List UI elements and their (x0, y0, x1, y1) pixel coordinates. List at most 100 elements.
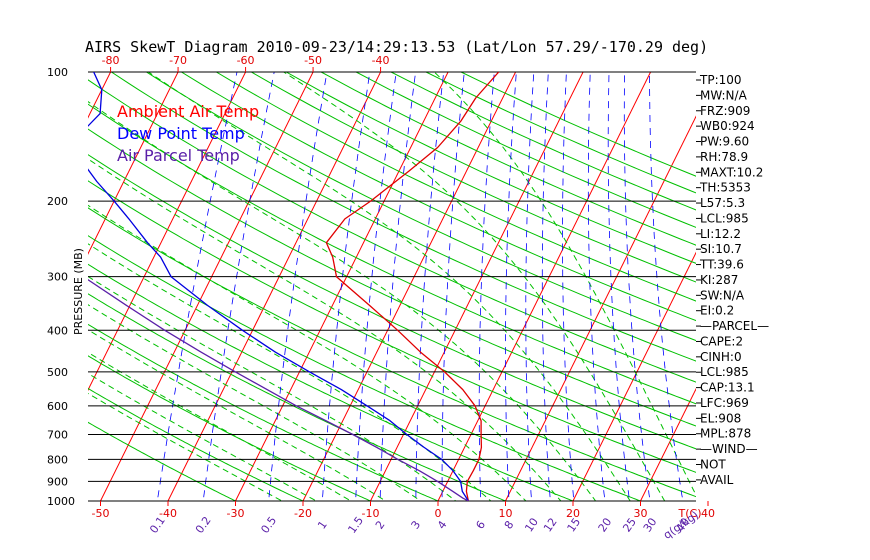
mixing-ratio-line (156, 72, 238, 501)
top-temp-tick-label: -60 (237, 54, 255, 67)
index-label: SW:N/A (700, 288, 745, 302)
top-temp-tick-label: -50 (304, 54, 322, 67)
bottom-temp-tick-label: 40 (701, 507, 715, 520)
mixing-ratio-line (623, 72, 651, 501)
index-label: WB0:924 (700, 119, 755, 133)
index-label: EL:908 (700, 411, 741, 425)
pressure-tick-label: 200 (47, 195, 68, 208)
mixing-ratio-label: 12 (541, 516, 560, 535)
dry-adiabat-line (88, 355, 372, 501)
index-label: L57:5.3 (700, 196, 745, 210)
mixing-ratio-line (379, 72, 416, 501)
mixing-ratio-label: 8 (502, 518, 517, 531)
dry-adiabat-line (285, 72, 696, 264)
index-label: AVAIL (700, 473, 734, 487)
mixing-ratio-line (202, 72, 275, 501)
moist-adiabat-line (88, 101, 597, 501)
isotherm-line (843, 72, 870, 501)
bottom-temp-tick-label: -20 (294, 507, 312, 520)
index-label: MPL:878 (700, 427, 751, 441)
dry-adiabat-line (88, 421, 237, 501)
index-label: LFC:969 (700, 396, 749, 410)
index-label: LCL:985 (700, 365, 749, 379)
mixing-ratio-line (415, 72, 445, 501)
temp-unit-label: T(C) (678, 507, 702, 520)
index-label: LI:12.2 (700, 227, 741, 241)
moist-adiabat-line (88, 392, 283, 501)
dry-adiabat-line (355, 72, 696, 228)
isotherm-line (640, 387, 696, 501)
mixing-ratio-line (607, 72, 630, 501)
series-layer (88, 72, 500, 501)
legend-entry: Dew Point Temp (117, 124, 245, 143)
mixing-ratio-line (562, 72, 575, 501)
dry-adiabat-line (390, 72, 696, 211)
index-label: FRZ:909 (700, 104, 750, 118)
mixing-ratio-line (355, 72, 397, 501)
moist-adiabat-line (88, 304, 422, 501)
dry-adiabat-line (88, 154, 696, 450)
pressure-tick-label: 900 (47, 475, 68, 488)
mixing-ratio-line (321, 72, 371, 501)
dry-adiabat-line (145, 72, 696, 342)
dry-adiabat-line (88, 387, 305, 501)
legend-entry: Air Parcel Temp (117, 146, 240, 165)
index-label: TT:39.6 (699, 258, 744, 272)
dry-adiabat-line (250, 72, 696, 283)
dry-adiabat-line (459, 72, 696, 177)
dry-adiabat-line (88, 293, 507, 501)
top-temp-tick-label: -80 (102, 54, 120, 67)
isotherm-line (370, 72, 584, 501)
mixing-ratio-line (541, 72, 551, 501)
grid-layer (88, 71, 870, 502)
index-label: NOT (700, 458, 726, 472)
dry-adiabat-line (88, 207, 696, 498)
isotherm-line (437, 72, 652, 501)
isotherm-line (572, 251, 696, 501)
dry-adiabat-line (88, 79, 696, 383)
dry-adiabat-line (320, 72, 696, 246)
chart-title: AIRS SkewT Diagram 2010-09-23/14:29:13.5… (85, 38, 708, 56)
y-axis-label: PRESSURE (MB) (72, 248, 85, 335)
plot-area-clip (88, 72, 870, 501)
index-label: PW:9.60 (700, 135, 749, 149)
pressure-tick-label: 100 (47, 66, 68, 79)
index-label: CAPE:2 (700, 334, 743, 348)
mixing-ratio-line (649, 72, 684, 501)
dry-adiabat-line (88, 128, 696, 427)
index-label: TH:5353 (699, 181, 751, 195)
pressure-tick-label: 700 (47, 429, 68, 442)
legend: Ambient Air Temp Dew Point Temp Air Parcel… (117, 102, 259, 165)
mixing-ratio-label: 20 (596, 516, 615, 535)
isotherm-line (302, 72, 517, 501)
mixing-ratio-label: 10 (522, 516, 541, 535)
dry-adiabat-line (88, 180, 696, 473)
index-label: SI:10.7 (700, 242, 742, 256)
index-label: KI:287 (700, 273, 738, 287)
dry-adiabat-line (88, 103, 696, 405)
moist-adiabat-line (88, 372, 318, 501)
mixing-ratio-label: 0.5 (258, 514, 279, 536)
index-label: —WIND— (700, 442, 758, 456)
ambient-temp-line (325, 72, 500, 501)
bottom-temp-tick-label: -40 (159, 507, 177, 520)
dew-point-line (88, 72, 469, 501)
top-temp-tick-label: -40 (372, 54, 390, 67)
bottom-temp-tick-label: -10 (362, 507, 380, 520)
legend-entry: Ambient Air Temp (117, 102, 259, 121)
bottom-temp-tick-label: 10 (499, 507, 513, 520)
moist-adiabat-line (88, 329, 387, 501)
mixing-ratio-line (587, 72, 606, 501)
moist-adiabat-line (433, 72, 696, 497)
mixing-ratio-line (441, 72, 465, 501)
pressure-tick-label: 400 (47, 324, 68, 337)
mixing-ratio-line (268, 72, 328, 501)
isotherm-line (88, 72, 247, 392)
top-temp-tick-label: -70 (169, 54, 187, 67)
mixing-ratio-label: 1 (315, 518, 330, 531)
isotherm-line (88, 72, 179, 255)
dry-adiabat-line (88, 263, 575, 501)
moist-adiabat-line (283, 72, 666, 501)
index-label: RH:78.9 (700, 150, 748, 164)
